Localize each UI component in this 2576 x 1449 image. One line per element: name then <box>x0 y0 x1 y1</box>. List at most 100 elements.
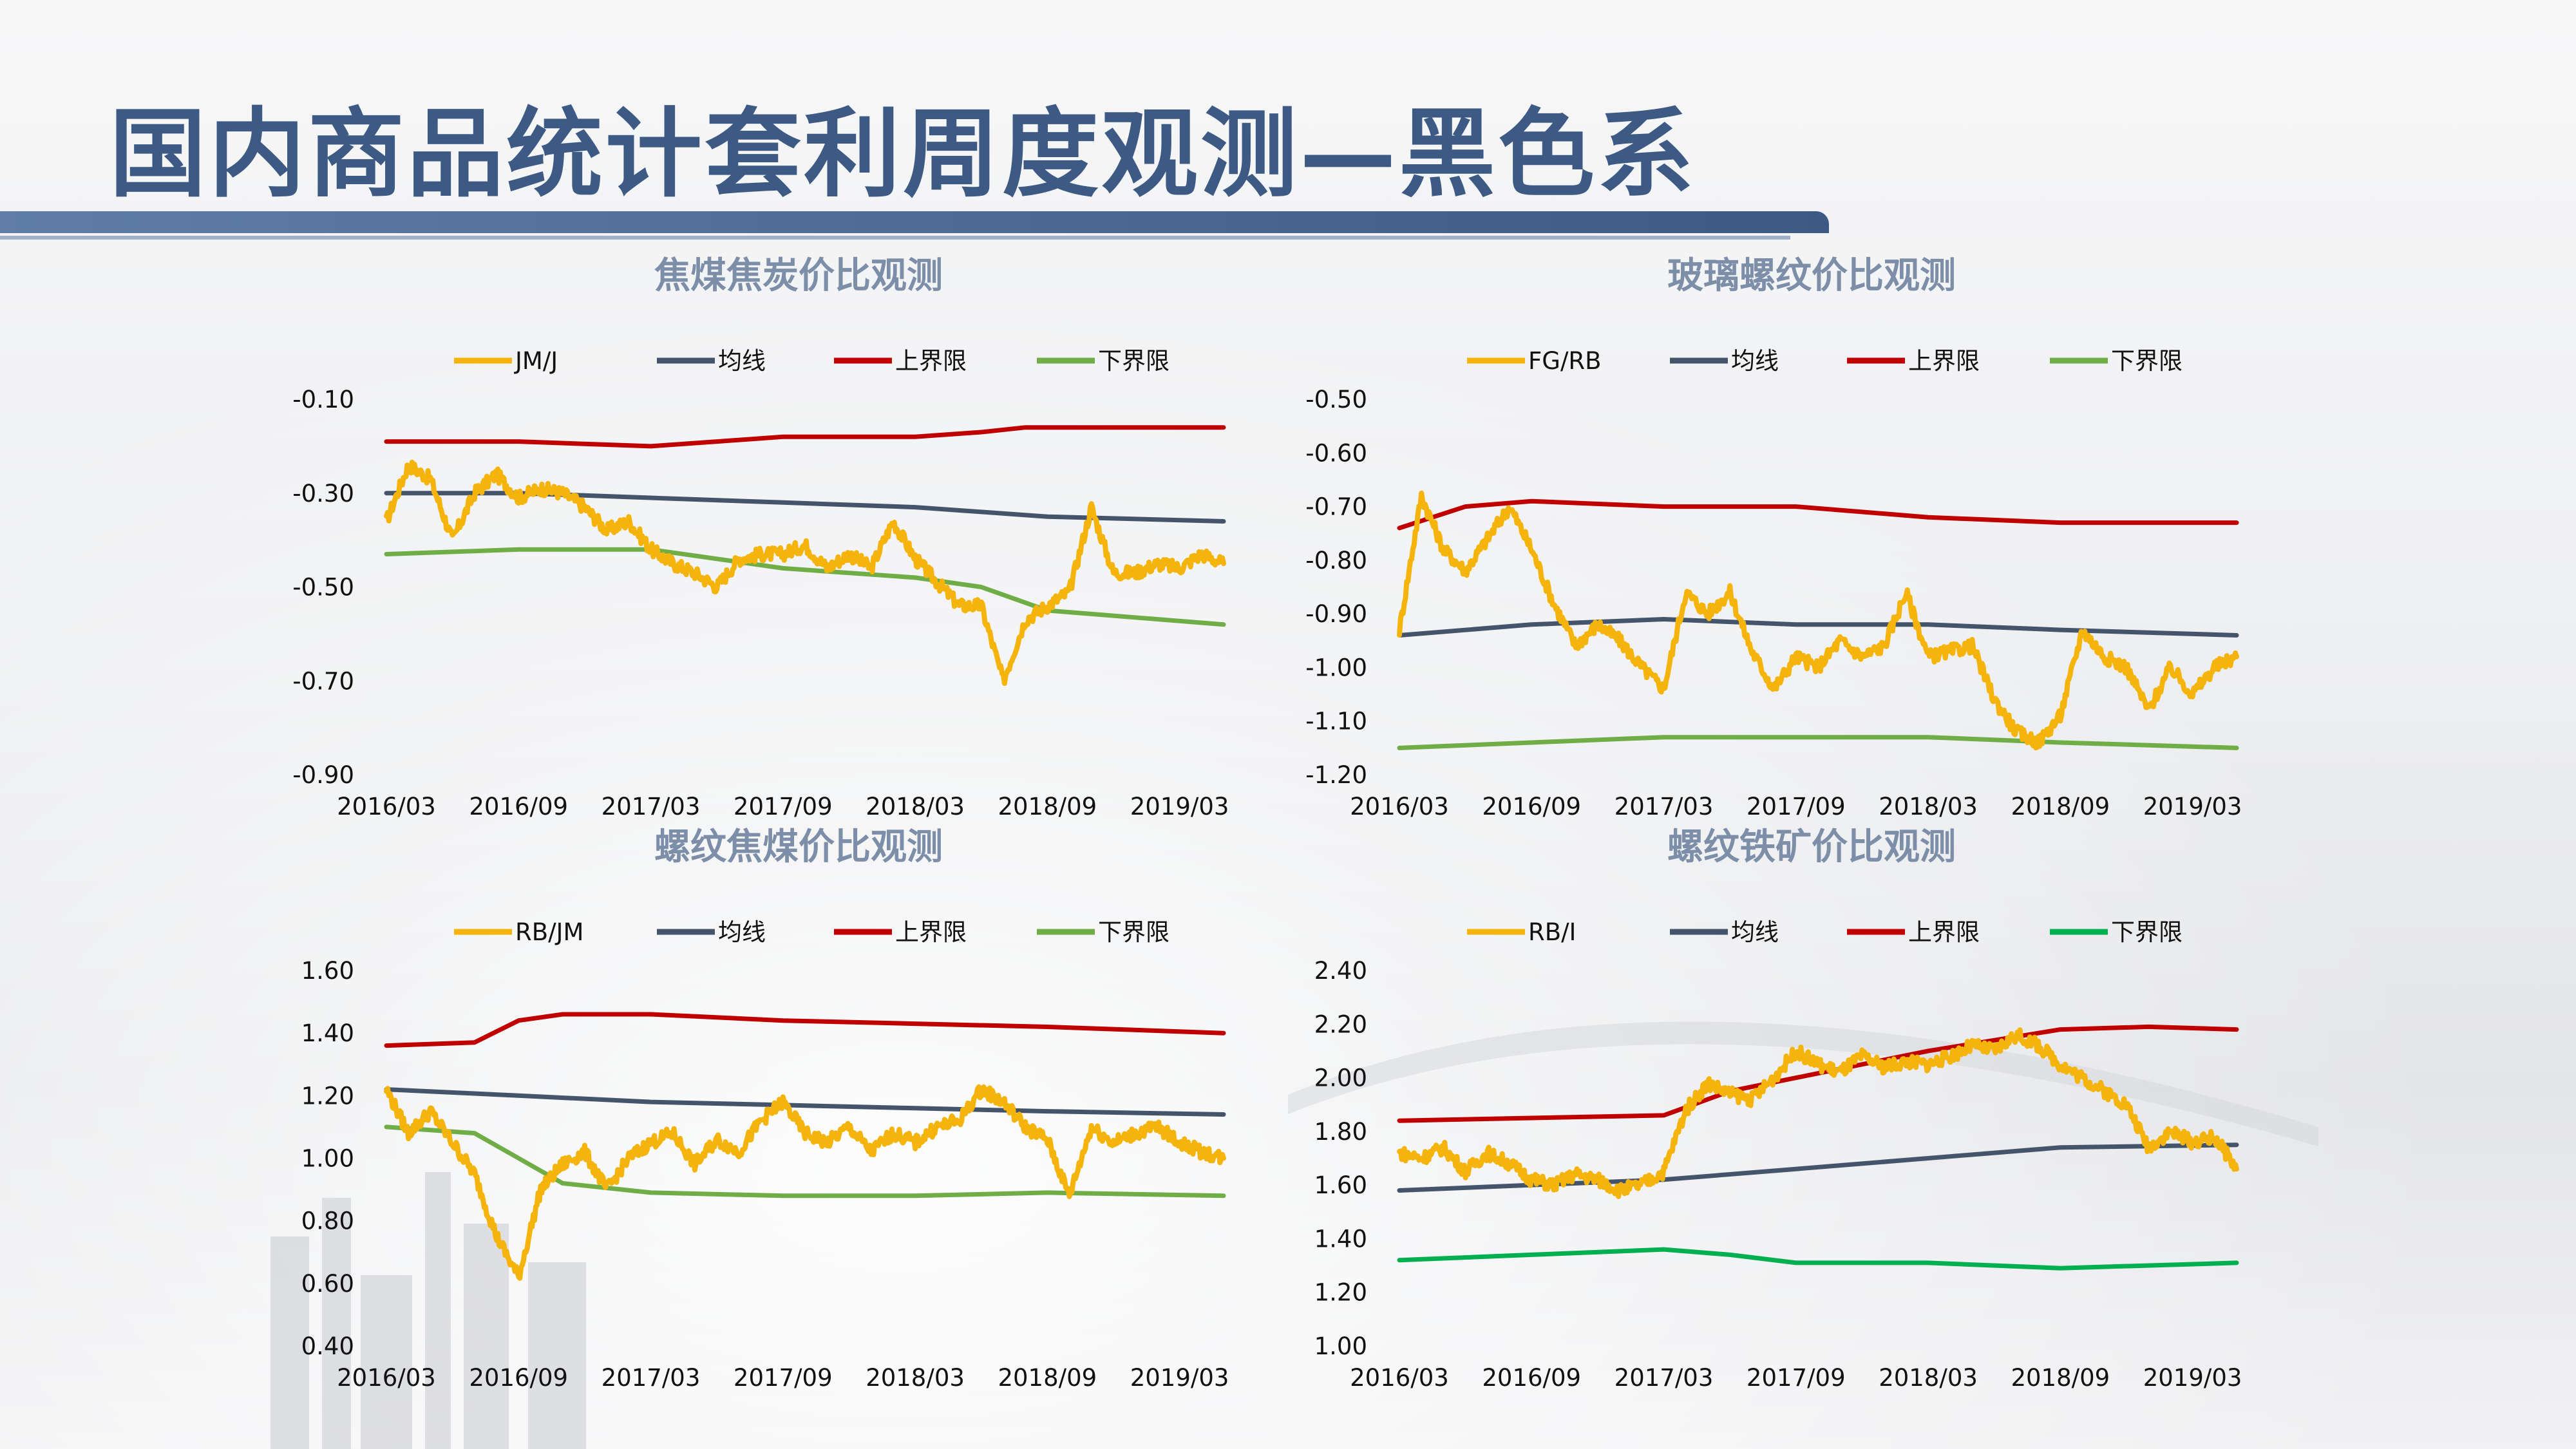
legend-label: 上界限 <box>895 347 967 375</box>
legend-label: JM/J <box>514 347 558 375</box>
chart-title: 玻璃螺纹价比观测 <box>1667 255 1956 297</box>
chart-panel-rb-jm: 螺纹焦煤价比观测 1.60 1.40 1.20 1.00 0.80 0.60 0.40 2016… <box>103 813 1249 1392</box>
x-tick-label: 2019/03 <box>2143 793 2242 820</box>
y-tick-label: 2.00 <box>1314 1065 1367 1092</box>
x-tick-label: 2017/09 <box>734 1364 833 1392</box>
series-line-lower_alt <box>1397 1247 2239 1271</box>
y-tick-label: -0.90 <box>1305 600 1367 628</box>
series-line-ratio <box>384 459 1226 687</box>
x-tick-label: 2016/09 <box>469 1364 568 1392</box>
chart-svg: 螺纹焦煤价比观测 1.60 1.40 1.20 1.00 0.80 0.60 0.40 2016… <box>301 826 1229 1392</box>
series-line-upper <box>384 425 1226 449</box>
y-tick-label: -0.90 <box>292 761 354 789</box>
series-line-ratio <box>1397 490 2239 751</box>
legend-label: 下界限 <box>2111 918 2183 946</box>
x-tick-label: 2017/09 <box>1747 1364 1846 1392</box>
y-tick-label: -1.20 <box>1305 761 1367 789</box>
y-tick-label: 1.60 <box>1314 1171 1367 1199</box>
chart-title: 螺纹焦煤价比观测 <box>654 826 943 868</box>
series-line-upper <box>1397 1024 2239 1123</box>
series-line-ratio <box>384 1084 1226 1281</box>
y-tick-label: 2.40 <box>1314 957 1367 985</box>
legend-label: 均线 <box>1731 918 1779 946</box>
x-tick-label: 2017/09 <box>1747 793 1846 820</box>
legend-label: 下界限 <box>1098 918 1170 946</box>
x-tick-label: 2018/03 <box>866 793 965 820</box>
y-tick-label: 1.00 <box>301 1145 354 1173</box>
y-tick-label: -0.80 <box>1305 547 1367 574</box>
chart-svg: 玻璃螺纹价比观测 -0.50 -0.60 -0.70 -0.80 -0.90 -1.00 -1… <box>1305 255 2242 820</box>
x-tick-label: 2016/09 <box>1482 793 1581 820</box>
x-tick-label: 2019/03 <box>1130 1364 1229 1392</box>
x-tick-label: 2017/03 <box>601 793 701 820</box>
legend-label: 上界限 <box>895 918 967 946</box>
x-tick-label: 2016/03 <box>1350 793 1449 820</box>
y-tick-label: 1.00 <box>1314 1332 1367 1360</box>
title-underline-bar <box>0 211 1829 233</box>
x-tick-label: 2018/09 <box>998 793 1097 820</box>
x-tick-label: 2016/09 <box>469 793 568 820</box>
y-tick-label: 0.60 <box>301 1270 354 1298</box>
series-line-upper <box>384 1012 1226 1048</box>
chart-panel-jm-j: 焦煤焦炭价比观测 -0.10 -0.30 -0.50 -0.70 -0.90 2016/03… <box>103 242 1249 820</box>
legend-label: 上界限 <box>1908 918 1980 946</box>
x-tick-label: 2017/09 <box>734 793 833 820</box>
y-tick-label: 1.40 <box>1314 1225 1367 1253</box>
chart-panel-fg-rb: 玻璃螺纹价比观测 -0.50 -0.60 -0.70 -0.80 -0.90 -1.00 -1… <box>1116 242 2262 820</box>
y-tick-label: 1.40 <box>301 1019 354 1047</box>
legend-label: RB/I <box>1528 918 1576 946</box>
y-tick-label: 1.20 <box>301 1082 354 1110</box>
page-title: 国内商品统计套利周度观测—黑色系 <box>109 99 1697 211</box>
y-tick-label: 1.60 <box>301 957 354 985</box>
legend-label: 均线 <box>1731 347 1779 375</box>
legend-label: RB/JM <box>515 918 583 946</box>
chart-panel-rb-i: 螺纹铁矿价比观测 2.40 2.20 2.00 1.80 1.60 1.40 1.20 1.00… <box>1116 813 2262 1392</box>
y-tick-label: -1.00 <box>1305 654 1367 681</box>
series-line-mean <box>384 1087 1226 1117</box>
title-underline-thin <box>0 236 1790 240</box>
y-tick-label: 2.20 <box>1314 1010 1367 1038</box>
legend-label: 上界限 <box>1908 347 1980 375</box>
chart-title: 焦煤焦炭价比观测 <box>654 255 943 297</box>
chart-svg: 焦煤焦炭价比观测 -0.10 -0.30 -0.50 -0.70 -0.90 2016/03… <box>292 255 1229 820</box>
series-line-mean <box>1397 617 2239 638</box>
x-tick-label: 2016/03 <box>1350 1364 1449 1392</box>
x-tick-label: 2016/03 <box>337 793 436 820</box>
x-tick-label: 2016/09 <box>1482 1364 1581 1392</box>
y-tick-label: 0.80 <box>301 1208 354 1235</box>
legend-label: 下界限 <box>2111 347 2183 375</box>
series-line-ratio <box>1397 1027 2239 1199</box>
x-tick-label: 2018/03 <box>1879 793 1978 820</box>
y-tick-label: -0.50 <box>1305 386 1367 413</box>
y-tick-label: -0.50 <box>292 574 354 601</box>
y-tick-label: -0.70 <box>292 667 354 695</box>
legend-label: 均线 <box>718 347 766 375</box>
legend-label: FG/RB <box>1528 347 1602 375</box>
x-tick-label: 2017/03 <box>601 1364 701 1392</box>
series-line-upper <box>1397 498 2239 531</box>
y-tick-label: -1.10 <box>1305 708 1367 735</box>
chart-title: 螺纹铁矿价比观测 <box>1667 826 1956 868</box>
y-tick-label: -0.70 <box>1305 493 1367 521</box>
y-tick-label: -0.60 <box>1305 439 1367 467</box>
legend-label: 均线 <box>718 918 766 946</box>
y-tick-label: -0.30 <box>292 480 354 507</box>
series-line-lower <box>1397 735 2239 750</box>
x-tick-label: 2019/03 <box>2143 1364 2242 1392</box>
legend-label: 下界限 <box>1098 347 1170 375</box>
series-line-lower <box>384 1124 1226 1198</box>
x-tick-label: 2018/09 <box>2011 1364 2110 1392</box>
x-tick-label: 2018/03 <box>866 1364 965 1392</box>
x-tick-label: 2018/03 <box>1879 1364 1978 1392</box>
x-tick-label: 2018/09 <box>998 1364 1097 1392</box>
x-tick-label: 2019/03 <box>1130 793 1229 820</box>
y-tick-label: 1.80 <box>1314 1118 1367 1146</box>
x-tick-label: 2016/03 <box>337 1364 436 1392</box>
x-tick-label: 2017/03 <box>1615 793 1714 820</box>
series-line-lower <box>384 547 1226 627</box>
y-tick-label: 0.40 <box>301 1332 354 1360</box>
x-tick-label: 2018/09 <box>2011 793 2110 820</box>
y-tick-label: -0.10 <box>292 386 354 413</box>
x-tick-label: 2017/03 <box>1615 1364 1714 1392</box>
